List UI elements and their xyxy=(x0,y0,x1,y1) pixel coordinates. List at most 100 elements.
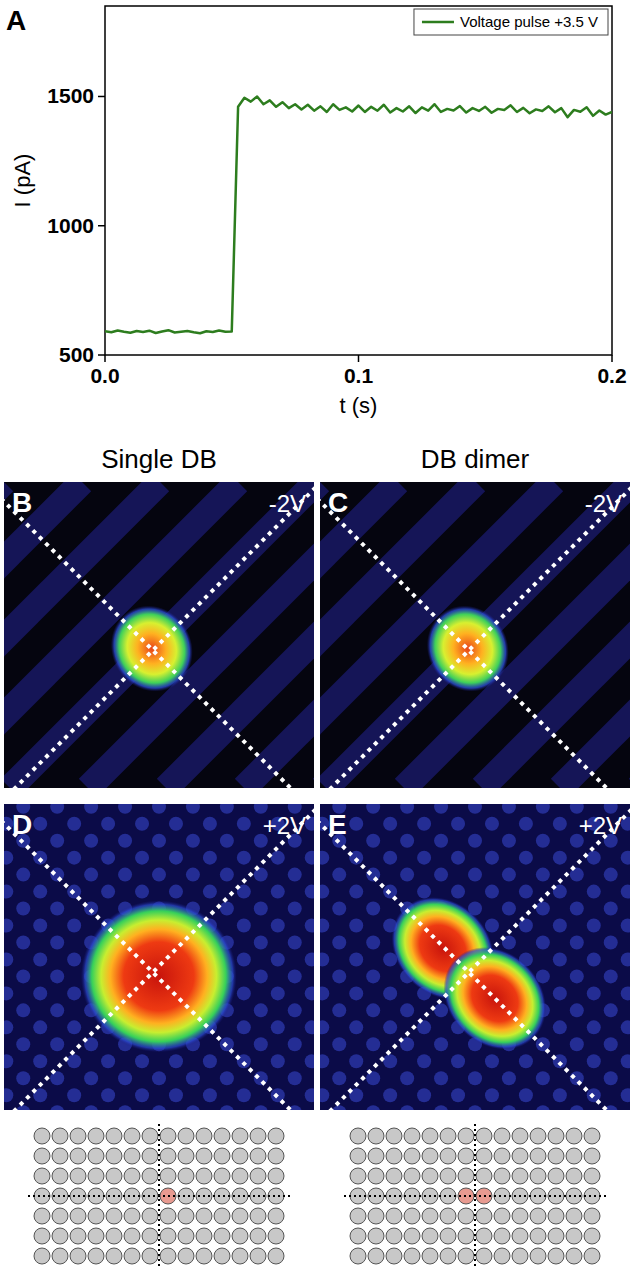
surface-atom xyxy=(553,986,567,1000)
surface-atom xyxy=(4,919,13,933)
surface-atom xyxy=(305,885,314,899)
silicon-atom xyxy=(196,1248,212,1264)
surface-atom xyxy=(485,919,499,933)
surface-atom xyxy=(366,834,380,848)
surface-atom xyxy=(33,817,47,831)
silicon-atom xyxy=(512,1228,528,1244)
silicon-atom xyxy=(422,1208,438,1224)
silicon-atom xyxy=(88,1168,104,1184)
surface-atom xyxy=(220,902,234,916)
surface-atom xyxy=(237,817,251,831)
silicon-atom xyxy=(530,1248,546,1264)
silicon-atom xyxy=(512,1208,528,1224)
surface-atom xyxy=(169,885,183,899)
silicon-atom xyxy=(268,1188,284,1204)
surface-atom xyxy=(16,1037,30,1051)
surface-atom xyxy=(349,1020,363,1034)
silicon-atom xyxy=(548,1148,564,1164)
surface-atom xyxy=(254,1003,268,1017)
surface-atom xyxy=(33,1054,47,1068)
surface-atom xyxy=(366,1037,380,1051)
surface-atom xyxy=(305,1020,314,1034)
panel-letter: C xyxy=(328,487,348,518)
surface-atom xyxy=(383,986,397,1000)
surface-atom xyxy=(271,885,285,899)
silicon-atom xyxy=(232,1168,248,1184)
surface-atom xyxy=(587,986,601,1000)
silicon-atom xyxy=(106,1208,122,1224)
surface-atom xyxy=(451,851,465,865)
guide-line xyxy=(4,804,314,1110)
guide-line xyxy=(4,482,314,788)
silicon-atom xyxy=(70,1208,86,1224)
silicon-atom xyxy=(584,1188,600,1204)
surface-atom xyxy=(366,1003,380,1017)
silicon-atom xyxy=(404,1148,420,1164)
surface-atom xyxy=(570,935,584,949)
surface-atom xyxy=(320,952,329,966)
surface-atom xyxy=(169,1088,183,1102)
surface-atom xyxy=(305,1054,314,1068)
surface-atom xyxy=(621,952,630,966)
surface-atom xyxy=(305,1088,314,1102)
surface-atom xyxy=(254,902,268,916)
surface-atom xyxy=(417,1054,431,1068)
silicon-atom xyxy=(52,1208,68,1224)
silicon-atom xyxy=(88,1148,104,1164)
surface-atom xyxy=(383,1054,397,1068)
silicon-atom xyxy=(350,1148,366,1164)
surface-atom xyxy=(536,868,550,882)
silicon-atom xyxy=(350,1228,366,1244)
surface-atom xyxy=(50,834,64,848)
silicon-atom xyxy=(142,1148,158,1164)
surface-atom xyxy=(203,1054,217,1068)
silicon-atom xyxy=(404,1128,420,1144)
bias-label: +2V xyxy=(579,812,622,839)
silicon-atom xyxy=(34,1188,50,1204)
silicon-atom xyxy=(494,1128,510,1144)
surface-atom xyxy=(254,1105,268,1110)
silicon-atom xyxy=(250,1148,266,1164)
silicon-atom xyxy=(494,1188,510,1204)
surface-atom xyxy=(383,817,397,831)
guide-line xyxy=(320,804,630,1110)
y-tick-label: 1500 xyxy=(47,84,94,107)
surface-atom xyxy=(67,851,81,865)
surface-atom xyxy=(271,986,285,1000)
surface-atom xyxy=(305,817,314,831)
surface-atom xyxy=(621,851,630,865)
silicon-atom xyxy=(232,1148,248,1164)
silicon-atom xyxy=(124,1188,140,1204)
surface-atom xyxy=(587,919,601,933)
silicon-atom xyxy=(530,1208,546,1224)
surface-atom xyxy=(553,1088,567,1102)
silicon-atom xyxy=(160,1208,176,1224)
silicon-atom xyxy=(494,1208,510,1224)
silicon-atom xyxy=(70,1248,86,1264)
lattice-schematic xyxy=(28,1124,292,1268)
bias-label: -2V xyxy=(585,490,622,517)
silicon-atom xyxy=(52,1148,68,1164)
silicon-atom xyxy=(250,1168,266,1184)
surface-atom xyxy=(33,919,47,933)
surface-atom xyxy=(254,1037,268,1051)
surface-atom xyxy=(50,935,64,949)
surface-atom xyxy=(33,952,47,966)
bias-label: +2V xyxy=(263,812,306,839)
silicon-atom xyxy=(124,1228,140,1244)
silicon-atom xyxy=(386,1128,402,1144)
surface-atom xyxy=(604,868,618,882)
surface-atom xyxy=(33,986,47,1000)
surface-atom xyxy=(305,851,314,865)
surface-atom xyxy=(553,919,567,933)
silicon-atom xyxy=(106,1228,122,1244)
surface-atom xyxy=(271,919,285,933)
stm-image xyxy=(4,804,314,1110)
surface-atom xyxy=(67,1088,81,1102)
surface-atom xyxy=(621,1088,630,1102)
data-line xyxy=(105,96,612,333)
surface-atom xyxy=(152,804,166,814)
silicon-atom xyxy=(178,1188,194,1204)
surface-atom xyxy=(67,919,81,933)
surface-atom xyxy=(604,1037,618,1051)
